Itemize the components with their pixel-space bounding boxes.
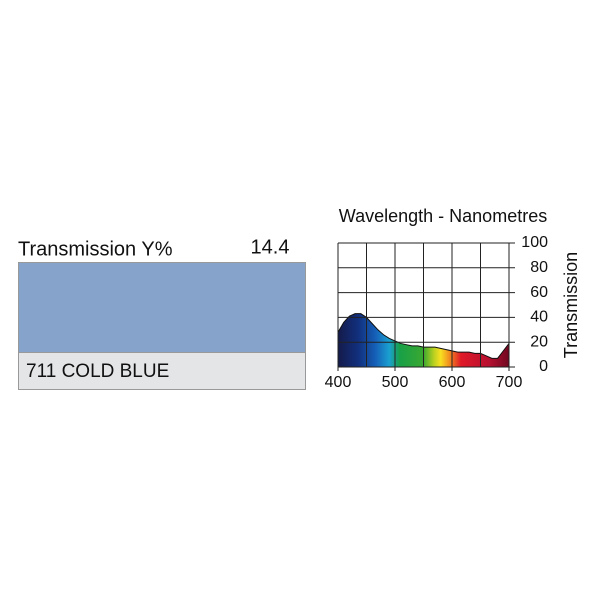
x-tick-label: 700	[496, 374, 523, 391]
x-tick-label: 400	[325, 374, 352, 391]
y-tick-label: 80	[530, 259, 548, 276]
y-tick-label: 40	[530, 309, 548, 326]
transmission-value: 14.4	[251, 236, 290, 258]
chart-title: Wavelength - Nanometres	[339, 206, 547, 226]
transmission-area	[337, 313, 510, 368]
y-tick-label: 60	[530, 284, 548, 301]
y-tick-label: 20	[530, 333, 548, 350]
y-tick-label: 0	[539, 358, 548, 375]
x-tick-label: 600	[439, 374, 466, 391]
transmission-label: Transmission Y%	[18, 238, 173, 260]
swatch-name-box	[18, 352, 306, 390]
y-axis-label: Transmission	[561, 252, 581, 358]
swatch-color	[18, 262, 306, 353]
y-tick-label: 100	[521, 234, 548, 251]
x-tick-label: 500	[382, 374, 409, 391]
filter-name: 711 COLD BLUE	[26, 361, 169, 382]
